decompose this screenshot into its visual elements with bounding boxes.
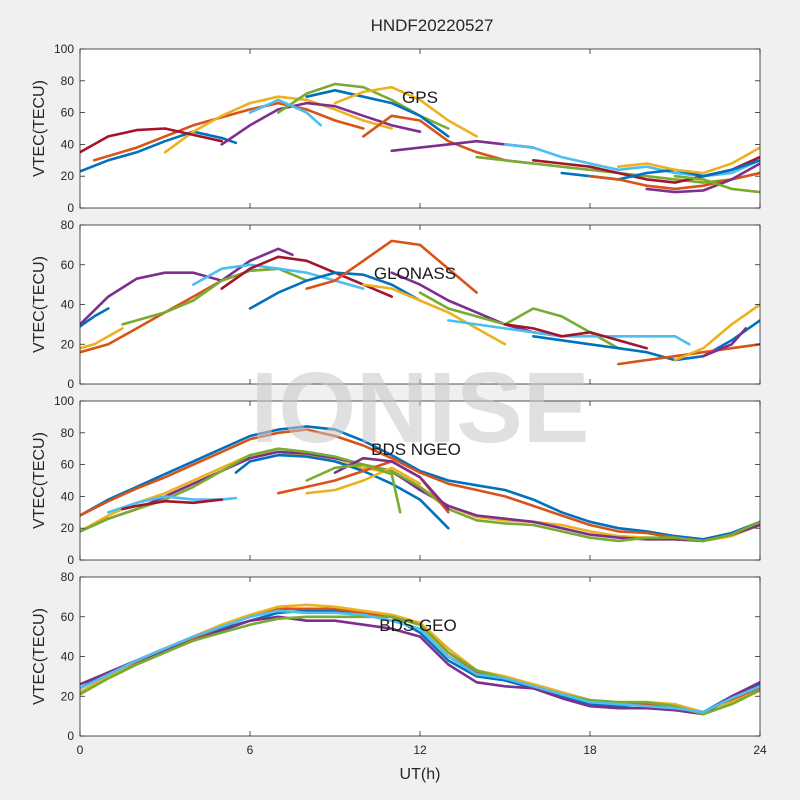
glonass-series-line-4 bbox=[80, 247, 294, 326]
gps-y-tick-label: 0 bbox=[67, 201, 74, 215]
glonass-panel: 0 20 40 60 80 VTEC(TECU) GLONASS bbox=[31, 218, 761, 391]
glonass-y-tick-label: 60 bbox=[61, 258, 75, 272]
bds-ngeo-y-tick-label: 20 bbox=[61, 521, 75, 535]
bds-ngeo-y-tick-label: 0 bbox=[67, 553, 74, 567]
bds-geo-plot-area bbox=[80, 577, 760, 736]
bds-ngeo-series-line-4 bbox=[80, 450, 760, 543]
bds-geo-panel: 0 20 40 60 80 0 6 12 18 24 VTEC(TECU) BDS GEO bbox=[31, 570, 767, 757]
glonass-series-line-3 bbox=[80, 327, 124, 350]
bds-geo-y-tick-label: 80 bbox=[61, 570, 75, 584]
glonass-series-group bbox=[80, 239, 760, 366]
gps-plot-area bbox=[80, 49, 760, 208]
bds-ngeo-series-line-6 bbox=[107, 495, 238, 514]
bds-ngeo-series-line-5 bbox=[80, 447, 760, 543]
watermark: IONISE bbox=[251, 352, 590, 464]
bds-geo-series-line-5 bbox=[80, 615, 760, 716]
gps-series-line-19 bbox=[673, 174, 760, 194]
bds-ngeo-y-tick-label: 40 bbox=[61, 489, 75, 503]
gps-panel: 0 20 40 60 80 100 VTEC(TECU) GPS bbox=[31, 42, 761, 215]
gps-series-line-8 bbox=[305, 89, 450, 138]
bds-geo-panel-label: BDS GEO bbox=[379, 616, 456, 635]
x-tick-label: 0 bbox=[77, 743, 84, 757]
x-axis-label: UT(h) bbox=[400, 766, 441, 783]
bds-ngeo-panel: 0 20 40 60 80 100 VTEC(TECU) BDS NGEO bbox=[31, 394, 761, 567]
bds-geo-y-tick-label: 20 bbox=[61, 689, 75, 703]
gps-series-group bbox=[80, 82, 760, 194]
gps-y-tick-label: 80 bbox=[61, 74, 75, 88]
gps-series-line-3 bbox=[163, 95, 393, 154]
gps-series-line-10 bbox=[333, 85, 478, 138]
bds-ngeo-series-line-7 bbox=[121, 498, 223, 511]
gps-panel-label: GPS bbox=[402, 88, 438, 107]
x-tick-label: 12 bbox=[413, 743, 427, 757]
bds-ngeo-y-axis-label: VTEC(TECU) bbox=[31, 432, 48, 529]
bds-geo-y-tick-label: 60 bbox=[61, 610, 75, 624]
glonass-y-tick-label: 20 bbox=[61, 337, 75, 351]
bds-ngeo-series-line-10 bbox=[305, 466, 422, 495]
glonass-series-line-9 bbox=[305, 239, 478, 294]
bds-ngeo-series-line-12 bbox=[305, 463, 402, 514]
glonass-y-tick-label: 80 bbox=[61, 218, 75, 232]
glonass-series-line-18 bbox=[702, 327, 748, 358]
bds-ngeo-series-line-1 bbox=[80, 425, 760, 541]
glonass-y-tick-label: 0 bbox=[67, 377, 74, 391]
bds-ngeo-series-line-11 bbox=[333, 456, 450, 511]
glonass-series-line-8 bbox=[248, 271, 422, 310]
gps-series-line-18 bbox=[645, 162, 760, 194]
glonass-series-line-12 bbox=[418, 291, 620, 350]
glonass-y-axis-label: VTEC(TECU) bbox=[31, 256, 48, 353]
gps-y-axis-label: VTEC(TECU) bbox=[31, 80, 48, 177]
glonass-series-line-15 bbox=[532, 319, 760, 362]
bds-ngeo-y-tick-label: 60 bbox=[61, 458, 75, 472]
glonass-series-line-1 bbox=[80, 307, 110, 328]
glonass-plot-area bbox=[80, 225, 760, 384]
bds-ngeo-series-line-8 bbox=[234, 453, 450, 530]
x-tick-label: 18 bbox=[583, 743, 597, 757]
x-tick-label: 6 bbox=[247, 743, 254, 757]
gps-y-tick-label: 40 bbox=[61, 137, 75, 151]
glonass-series-line-17 bbox=[673, 303, 760, 362]
bds-geo-y-tick-label: 0 bbox=[67, 729, 74, 743]
bds-ngeo-y-tick-label: 80 bbox=[61, 426, 75, 440]
x-tick-label: 24 bbox=[753, 743, 767, 757]
bds-geo-y-axis-label: VTEC(TECU) bbox=[31, 608, 48, 705]
gps-series-line-7 bbox=[80, 127, 223, 154]
gps-y-tick-label: 60 bbox=[61, 106, 75, 120]
gps-series-line-1 bbox=[80, 130, 238, 173]
glonass-series-line-10 bbox=[362, 283, 507, 346]
glonass-series-line-14 bbox=[503, 323, 648, 350]
glonass-y-tick-label: 40 bbox=[61, 298, 75, 312]
glonass-panel-label: GLONASS bbox=[374, 264, 456, 283]
figure-title: HNDF20220527 bbox=[371, 16, 494, 35]
gps-y-tick-label: 20 bbox=[61, 169, 75, 183]
gps-series-line-13 bbox=[503, 143, 760, 178]
glonass-series-line-13 bbox=[447, 319, 691, 346]
gps-series-line-17 bbox=[617, 146, 760, 175]
gps-series-line-4 bbox=[220, 101, 422, 146]
gps-series-line-6 bbox=[248, 98, 323, 127]
bds-geo-y-tick-label: 40 bbox=[61, 650, 75, 664]
bds-ngeo-y-tick-label: 100 bbox=[54, 394, 74, 408]
bds-ngeo-series-group bbox=[80, 425, 760, 543]
bds-geo-series-line-6 bbox=[80, 609, 760, 714]
bds-ngeo-panel-label: BDS NGEO bbox=[371, 440, 461, 459]
bds-geo-series-group bbox=[80, 603, 760, 716]
bds-ngeo-series-line-2 bbox=[80, 428, 760, 543]
gps-y-tick-label: 100 bbox=[54, 42, 74, 56]
